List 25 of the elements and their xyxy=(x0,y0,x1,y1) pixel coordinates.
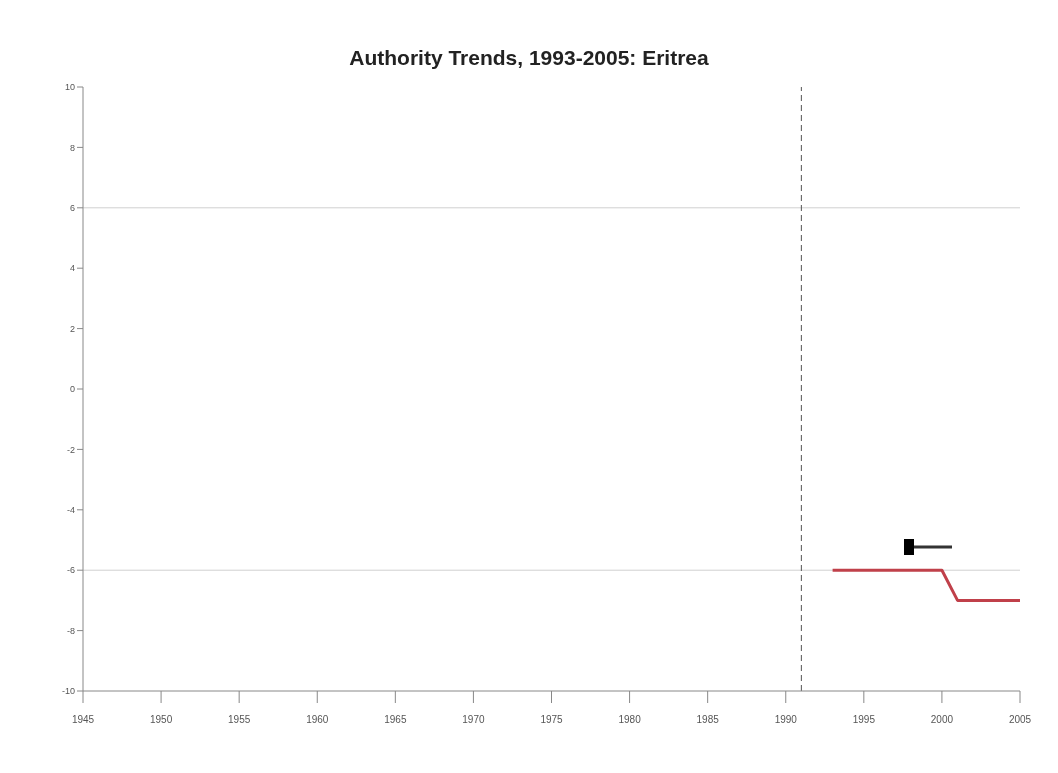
x-tick-label: 1990 xyxy=(774,714,798,725)
y-tick-label: 0 xyxy=(69,384,75,395)
y-tick-label: 8 xyxy=(69,142,75,153)
x-tick-label: 1950 xyxy=(149,714,173,725)
y-tick-label: -2 xyxy=(66,444,75,455)
x-tick-label: 1965 xyxy=(384,714,407,725)
x-tick-label: 1980 xyxy=(618,714,642,725)
x-tick-label: 2005 xyxy=(1008,714,1032,725)
y-tick-label: -8 xyxy=(66,625,75,636)
y-tick-label: -6 xyxy=(66,565,75,576)
x-tick-label: 1960 xyxy=(306,714,329,725)
x-tick-label: 1970 xyxy=(462,714,485,725)
chart-title: Authority Trends, 1993-2005: Eritrea xyxy=(348,46,710,70)
y-tick-label: 10 xyxy=(64,82,75,93)
y-tick-label: 2 xyxy=(69,323,75,334)
x-tick-label: 1985 xyxy=(696,714,720,725)
y-tick-label: 4 xyxy=(69,263,75,274)
x-tick-label: 1995 xyxy=(852,714,876,725)
x-tick-label: 1945 xyxy=(71,714,95,725)
y-tick-label: 6 xyxy=(69,203,75,213)
y-tick-label: -4 xyxy=(66,504,75,515)
x-tick-label: 1955 xyxy=(228,714,251,725)
y-tick-label: -10 xyxy=(61,686,75,697)
x-tick-label: 2000 xyxy=(930,714,954,725)
x-tick-label: 1975 xyxy=(540,714,564,725)
